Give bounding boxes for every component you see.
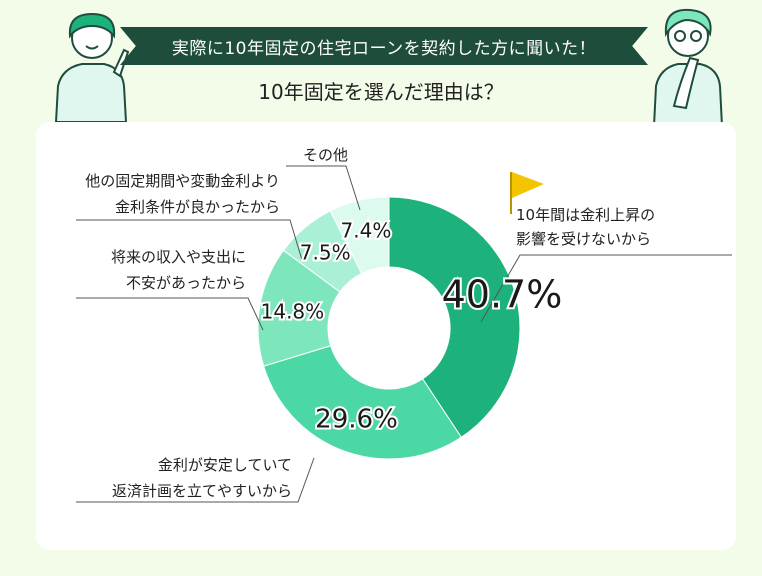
percent-labels: 40.7% 29.6% 14.8% 7.5%7.4% bbox=[259, 217, 565, 437]
percent-label-5: 7.4% bbox=[341, 219, 392, 243]
leader-line-4 bbox=[76, 219, 303, 261]
percent-label-3: 14.8% bbox=[261, 299, 325, 323]
category-label-4-line-2: 金利条件が良かったから bbox=[115, 198, 280, 216]
title-banner: 実際に10年固定の住宅ローンを契約した方に聞いた！ bbox=[120, 27, 648, 65]
flag-icon bbox=[510, 172, 544, 214]
chart-card: 40.7% 29.6% 14.8% 7.5% 7.4% 10年間は金利上昇の 影響を受けな… bbox=[36, 122, 736, 550]
chart-question: 10年固定を選んだ理由は？ bbox=[258, 80, 504, 104]
donut-chart: 40.7% 29.6% 14.8% 7.5%7.4% 10年間は金利上昇の影響を受けな… bbox=[76, 146, 732, 503]
person-right-illustration bbox=[652, 8, 724, 126]
leader-line-5 bbox=[286, 165, 361, 211]
person-left-illustration bbox=[54, 12, 130, 122]
category-labels: 10年間は金利上昇の影響を受けないから金利が安定していて返済計画を立てやすいから… bbox=[85, 146, 655, 500]
percent-label-4: 7.5% bbox=[300, 240, 351, 264]
category-label-4-line-1: 他の固定期間や変動金利より bbox=[85, 172, 280, 190]
leader-lines bbox=[76, 165, 732, 503]
percent-label-1: 40.7% bbox=[442, 272, 563, 316]
category-label-2-line-1: 金利が安定していて bbox=[158, 456, 292, 474]
leader-line-3 bbox=[76, 297, 264, 331]
category-label-5-line-1: その他 bbox=[303, 146, 348, 164]
leader-line-2 bbox=[76, 457, 315, 503]
leader-line-1 bbox=[480, 254, 732, 323]
category-label-1-line-2: 影響を受けないから bbox=[516, 230, 651, 248]
category-label-3-line-2: 不安があったから bbox=[126, 274, 246, 292]
percent-label-2: 29.6% bbox=[315, 404, 398, 434]
donut-segment-1 bbox=[388, 196, 521, 438]
donut-segment-5 bbox=[329, 196, 390, 275]
donut-segments bbox=[257, 196, 521, 460]
donut-segment-2 bbox=[263, 345, 462, 460]
category-label-3-line-1: 将来の収入や支出に bbox=[111, 248, 246, 266]
category-label-1-line-1: 10年間は金利上昇の bbox=[516, 206, 655, 224]
category-label-2-line-2: 返済計画を立てやすいから bbox=[112, 482, 292, 500]
banner-text: 実際に10年固定の住宅ローンを契約した方に聞いた！ bbox=[171, 38, 597, 59]
